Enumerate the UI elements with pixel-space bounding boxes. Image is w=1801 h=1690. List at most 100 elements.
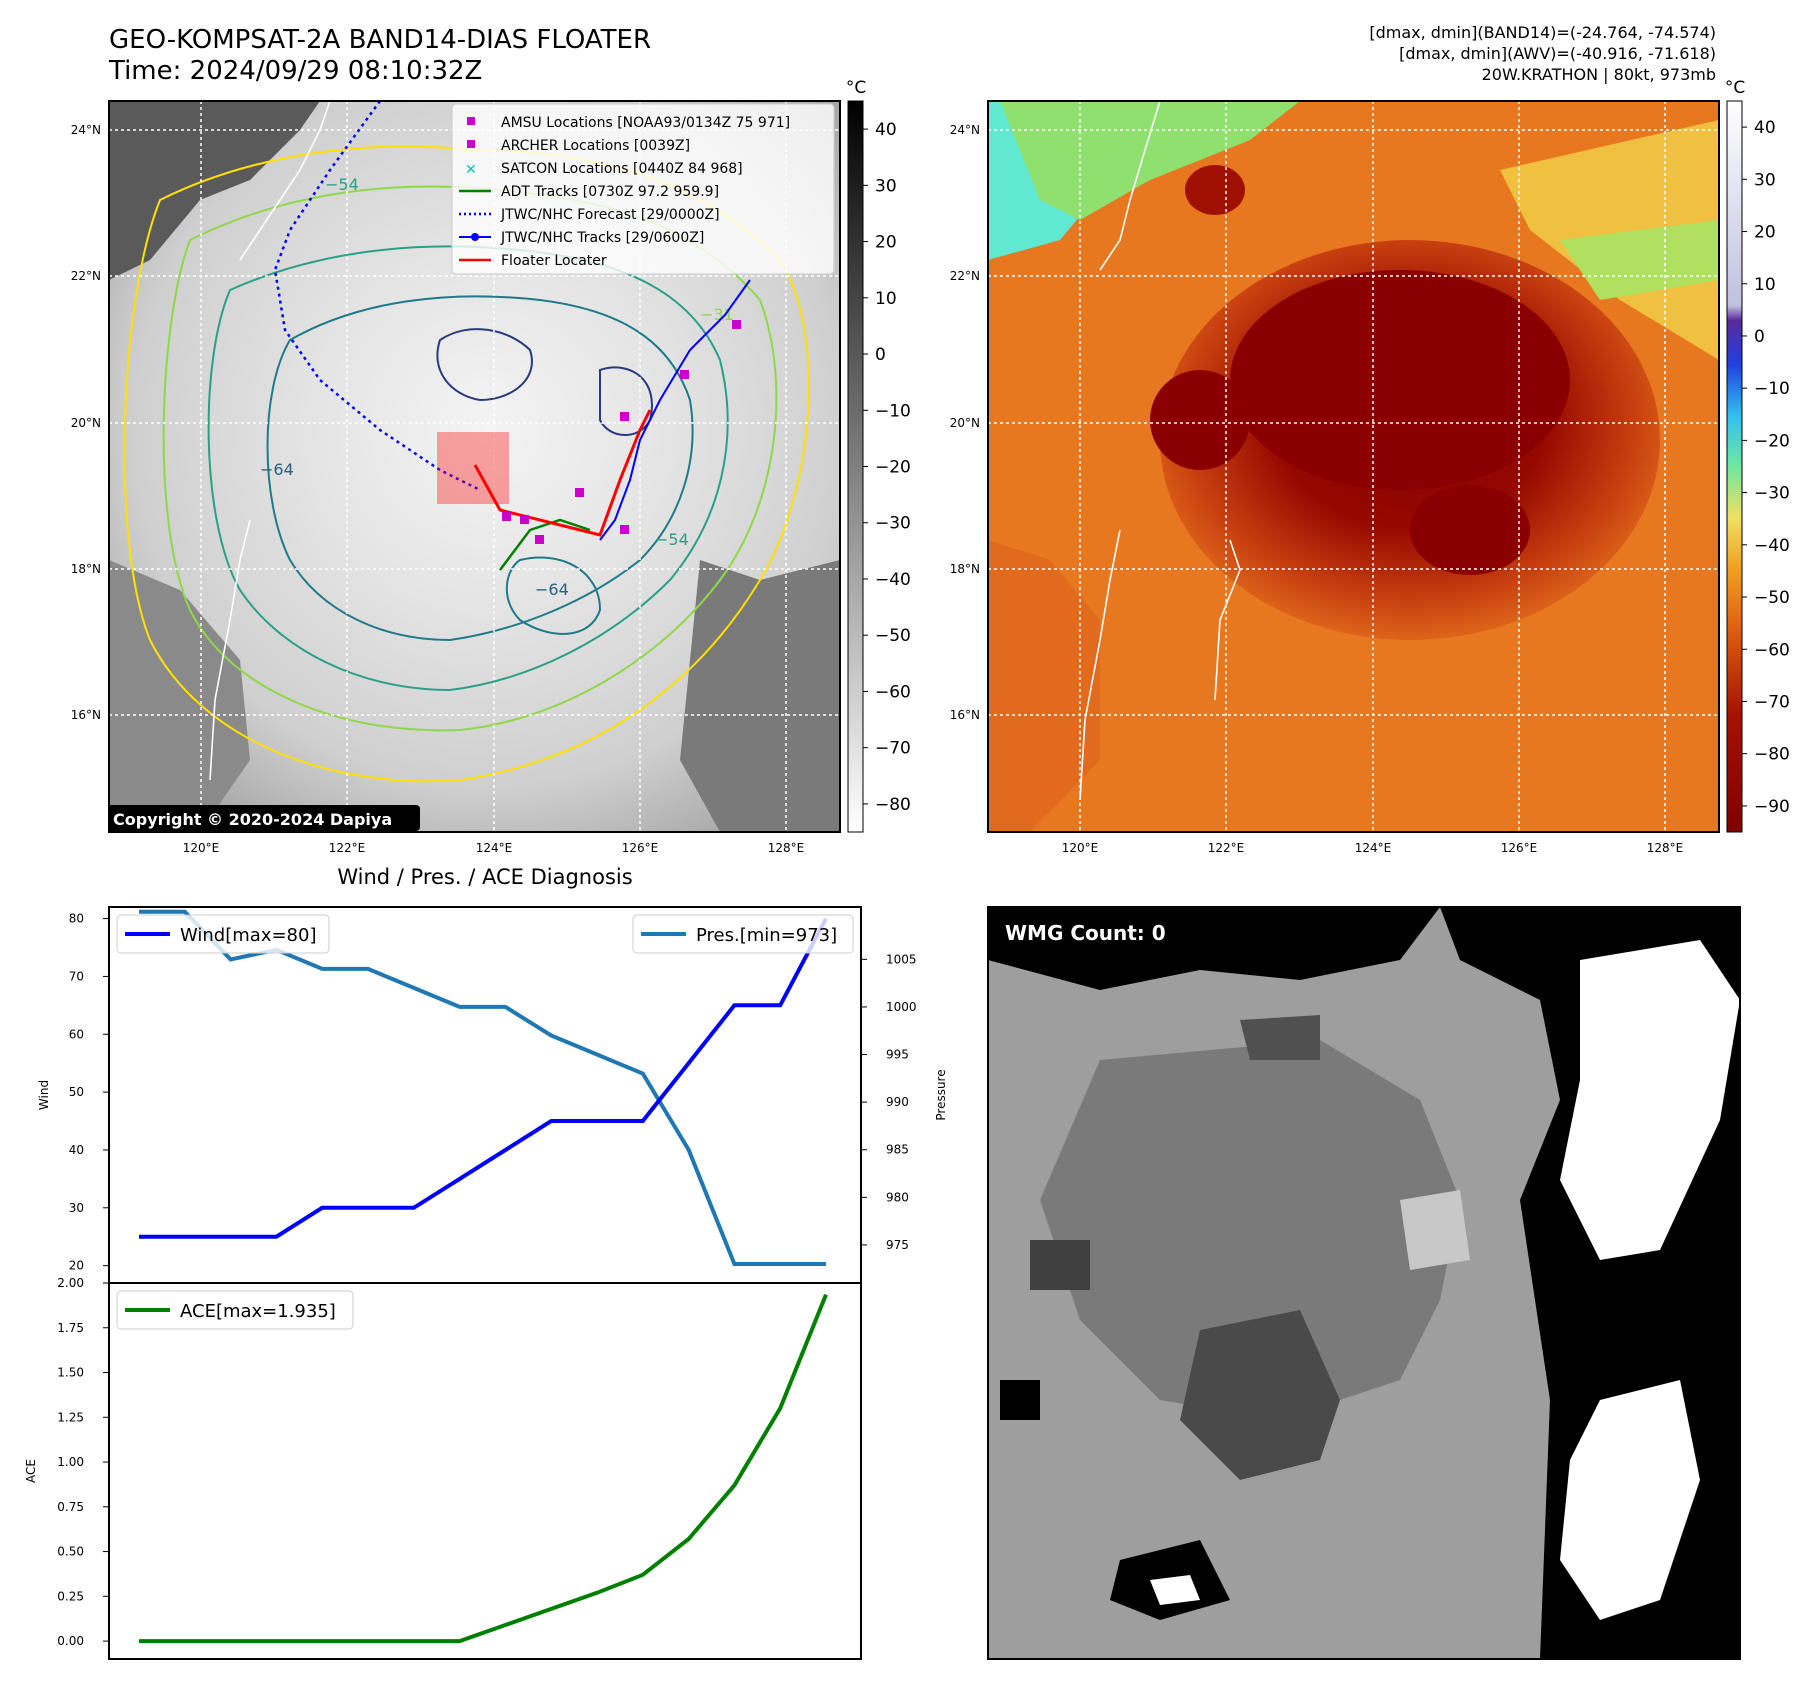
wind-tick-label: 60: [69, 1027, 84, 1041]
jtwc-forecast-track: [273, 101, 481, 492]
temp-colorbar: [1726, 100, 1743, 833]
ace-tick-label: 2.00: [57, 1276, 84, 1290]
pres-tick-label: 980: [886, 1190, 909, 1204]
satcon-legend-icon: ✕: [465, 162, 477, 178]
ace-tick-label: 0.00: [57, 1634, 84, 1648]
ir-contour-map: −54 −64 −31 −54 −64 Copyright © 2020-202…: [71, 78, 1790, 855]
wind-tick-label: 30: [69, 1201, 84, 1215]
gray-cb-tick-label: −40: [875, 570, 911, 590]
diag-title: Wind / Pres. / ACE Diagnosis: [337, 865, 633, 889]
ace-axes-frame: [108, 1282, 862, 1660]
legend-satcon: SATCON Locations [0440Z 84 968]: [501, 161, 743, 177]
pressure-ticks: 975 980 985 990 995 1000 1005: [861, 952, 917, 1252]
copyright-box: [109, 805, 420, 831]
ace-tick-label: 0.25: [57, 1589, 84, 1603]
map-lat-24: 24°N: [71, 123, 101, 137]
temp-colorbar-unit: °C: [1725, 78, 1745, 98]
temp-cb-tick-label: −60: [1754, 640, 1790, 660]
map-lat-22: 22°N: [71, 269, 101, 283]
legend-floater: Floater Locater: [501, 253, 607, 269]
wmg-map: WMG Count: 0: [987, 906, 1741, 1660]
adt-track: [499, 518, 591, 571]
gray-cb-tick-label: 0: [875, 345, 886, 365]
contour-label-54b: −54: [655, 530, 689, 549]
color-lon-128: 128°E: [1647, 841, 1684, 855]
info-line2: [dmax, dmin](AWV)=(-40.916, -71.618): [1399, 44, 1716, 63]
pres-legend-text: Pres.[min=973]: [696, 925, 837, 946]
pres-tick-label: 1000: [886, 1000, 917, 1014]
color-lat-22: 22°N: [950, 269, 980, 283]
wind-axis-label: Wind: [37, 1080, 51, 1110]
contour-label-64a: −64: [260, 460, 294, 479]
ace-tick-label: 1.50: [57, 1366, 84, 1380]
map-legend: AMSU Locations [NOAA93/0134Z 75 971] ARC…: [451, 103, 835, 275]
temp-cb-tick-label: 40: [1754, 118, 1776, 138]
ace-tick-label: 0.75: [57, 1500, 84, 1514]
contour-label-31a: −31: [700, 305, 734, 324]
wind-tick-label: 50: [69, 1085, 84, 1099]
ace-ticks: 0.00 0.25 0.50 0.75 1.00 1.25 1.50 1.75 2.00: [57, 1276, 109, 1648]
pres-tick-label: 990: [886, 1095, 909, 1109]
wind-tick-label: 80: [69, 912, 84, 926]
diagnosis-chart: 20 30 40 50 60 70 80 975 980 985 990 995 1000 1005 0…: [24, 906, 1741, 1660]
figure-title: GEO-KOMPSAT-2A BAND14-DIAS FLOATER Time:…: [109, 25, 651, 87]
color-lon-126: 126°E: [1501, 841, 1538, 855]
copyright-text: Copyright © 2020-2024 Dapiya: [113, 810, 392, 829]
temp-cb-tick-label: −50: [1754, 588, 1790, 608]
pres-tick-label: 995: [886, 1048, 909, 1062]
color-lat-24: 24°N: [950, 123, 980, 137]
temp-cb-tick-label: −30: [1754, 484, 1790, 504]
contour-label-54a: −54: [325, 175, 359, 194]
wmg-label-box: [996, 916, 1181, 949]
temp-cb-tick-label: 0: [1754, 327, 1765, 347]
gray-cb-tick-label: −30: [875, 514, 911, 534]
map-lon-124: 124°E: [476, 841, 513, 855]
map-lon-120: 120°E: [183, 841, 220, 855]
title-line1: GEO-KOMPSAT-2A BAND14-DIAS FLOATER: [109, 25, 652, 55]
temp-cb-tick-label: −80: [1754, 745, 1790, 765]
jtwc-track: [599, 279, 751, 541]
color-lat-16: 16°N: [950, 708, 980, 722]
wmg-frame: [987, 906, 1741, 1660]
temp-colorbar-ticks: 40 30 20 10 0 −10 −20 −30 −40 −50 −60 −70 −80 −90: [1742, 118, 1790, 817]
temp-cb-tick-label: −90: [1754, 797, 1790, 817]
gray-colorbar-unit: °C: [846, 78, 866, 98]
color-lon-122: 122°E: [1208, 841, 1245, 855]
info-line3: 20W.KRATHON | 80kt, 973mb: [1481, 65, 1716, 84]
wind-axes-frame: [108, 906, 862, 1284]
wind-tick-label: 20: [69, 1259, 84, 1273]
contour-label-64b: −64: [535, 580, 569, 599]
legend-adt: ADT Tracks [0730Z 97.2 959.9]: [501, 184, 719, 200]
ace-axis-label: ACE: [24, 1459, 38, 1483]
wind-tick-label: 40: [69, 1143, 84, 1157]
gray-cb-tick-label: −20: [875, 458, 911, 478]
ace-tick-label: 1.25: [57, 1410, 84, 1424]
gray-cb-tick-label: −70: [875, 739, 911, 759]
floater-locater-track: [473, 409, 652, 537]
temp-cb-tick-label: −40: [1754, 536, 1790, 556]
gray-colorbar: [847, 100, 864, 833]
gray-cb-tick-label: −60: [875, 682, 911, 702]
info-line1: [dmax, dmin](BAND14)=(-24.764, -74.574): [1369, 23, 1716, 42]
legend-tracks: JTWC/NHC Tracks [29/0600Z]: [500, 230, 704, 246]
temp-cb-tick-label: −10: [1754, 379, 1790, 399]
temp-cb-tick-label: 10: [1754, 275, 1776, 295]
ace-tick-label: 1.75: [57, 1321, 84, 1335]
temp-cb-tick-label: 20: [1754, 223, 1776, 243]
legend-amsu: AMSU Locations [NOAA93/0134Z 75 971]: [501, 115, 790, 131]
legend-archer: ARCHER Locations [0039Z]: [501, 138, 690, 154]
temp-cb-tick-label: −20: [1754, 431, 1790, 451]
map-lon-128: 128°E: [768, 841, 805, 855]
temp-cb-tick-label: 30: [1754, 170, 1776, 190]
archer-legend-icon: [467, 140, 475, 148]
color-lon-120: 120°E: [1062, 841, 1099, 855]
gray-cb-tick-label: −80: [875, 795, 911, 815]
wmg-label: WMG Count: 0: [1005, 921, 1166, 945]
map-lat-18: 18°N: [71, 562, 101, 576]
color-map-frame: [987, 100, 1720, 833]
ace-legend: ACE[max=1.935]: [116, 1290, 354, 1330]
track-legend-dot: [471, 233, 479, 241]
wind-ticks: 20 30 40 50 60 70 80: [69, 912, 109, 1273]
pressure-axis-label: Pressure: [934, 1069, 948, 1120]
amsu-legend-icon: [467, 117, 475, 125]
